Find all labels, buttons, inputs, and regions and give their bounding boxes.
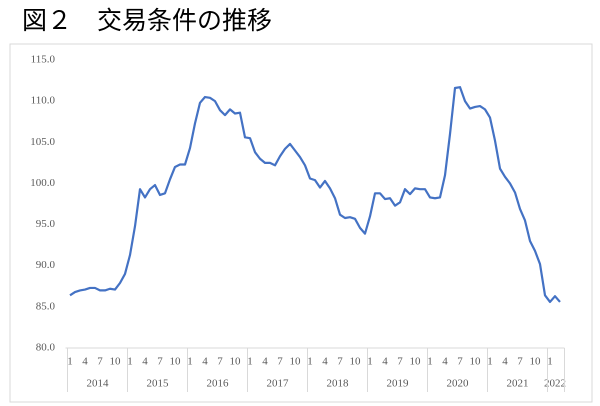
- x-tick-label: 7: [97, 356, 103, 368]
- x-tick-label: 1: [547, 356, 553, 368]
- year-label: 2018: [327, 378, 350, 390]
- x-tick-label: 10: [470, 356, 482, 368]
- year-label: 2015: [147, 378, 170, 390]
- x-tick-label: 4: [82, 356, 88, 368]
- y-tick-label: 110.0: [31, 95, 56, 107]
- y-tick-label: 90.0: [36, 259, 56, 271]
- y-tick-label: 115.0: [31, 54, 56, 66]
- y-tick-label: 100.0: [30, 177, 55, 189]
- year-label: 2019: [387, 378, 410, 390]
- y-tick-label: 95.0: [36, 218, 56, 230]
- year-label: 2021: [507, 378, 529, 390]
- x-tick-label: 4: [502, 356, 508, 368]
- x-tick-label: 4: [442, 356, 448, 368]
- x-tick-label: 1: [127, 356, 133, 368]
- x-tick-label: 7: [397, 356, 403, 368]
- x-tick-label: 1: [247, 356, 253, 368]
- x-tick-label: 7: [517, 356, 523, 368]
- x-tick-label: 1: [307, 356, 313, 368]
- data-line: [69, 86, 561, 304]
- year-label: 2016: [207, 378, 230, 390]
- x-tick-label: 1: [427, 356, 433, 368]
- x-tick-label: 4: [262, 356, 268, 368]
- x-tick-label: 1: [67, 356, 73, 368]
- year-label: 2014: [87, 378, 110, 390]
- x-tick-label: 10: [350, 356, 362, 368]
- x-tick-label: 1: [487, 356, 493, 368]
- year-label: 2020: [447, 378, 470, 390]
- x-tick-label: 4: [142, 356, 148, 368]
- x-tick-label: 7: [157, 356, 163, 368]
- year-label: 2017: [267, 378, 290, 390]
- year-label: 2022: [544, 378, 566, 390]
- x-tick-label: 4: [322, 356, 328, 368]
- chart-frame: [9, 43, 593, 403]
- x-tick-label: 10: [170, 356, 182, 368]
- x-tick-label: 10: [230, 356, 242, 368]
- x-tick-label: 10: [290, 356, 302, 368]
- x-tick-label: 7: [277, 356, 283, 368]
- x-tick-label: 4: [382, 356, 388, 368]
- y-tick-label: 105.0: [30, 136, 55, 148]
- y-tick-label: 80.0: [36, 342, 56, 354]
- x-tick-label: 1: [187, 356, 193, 368]
- x-tick-label: 7: [217, 356, 223, 368]
- x-tick-label: 1: [367, 356, 373, 368]
- x-tick-label: 4: [202, 356, 208, 368]
- x-tick-label: 7: [457, 356, 463, 368]
- x-tick-label: 10: [530, 356, 542, 368]
- x-tick-label: 7: [337, 356, 343, 368]
- x-tick-label: 10: [110, 356, 122, 368]
- chart-title: 図２ 交易条件の推移: [22, 6, 272, 35]
- x-tick-label: 10: [410, 356, 422, 368]
- y-tick-label: 85.0: [36, 300, 56, 312]
